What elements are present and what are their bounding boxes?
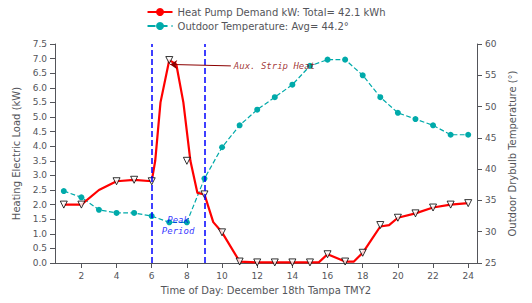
svg-text:24: 24	[462, 271, 474, 281]
svg-text:4.5: 4.5	[33, 127, 47, 137]
svg-text:6: 6	[149, 271, 155, 281]
svg-text:Heat Pump Demand kW: Total= 42: Heat Pump Demand kW: Total= 42.1 kWh	[178, 7, 386, 18]
svg-text:7.5: 7.5	[33, 39, 47, 49]
svg-text:5.5: 5.5	[33, 97, 47, 107]
svg-text:4: 4	[114, 271, 120, 281]
svg-text:60: 60	[485, 39, 497, 49]
svg-text:7.0: 7.0	[33, 54, 48, 64]
svg-text:30: 30	[485, 227, 497, 237]
svg-text:1.0: 1.0	[33, 229, 48, 239]
svg-text:Peak: Peak	[167, 215, 189, 225]
svg-text:4.0: 4.0	[33, 141, 48, 151]
svg-text:Aux. Strip Heat: Aux. Strip Heat	[233, 61, 315, 71]
svg-text:Heating Electric Load (kW): Heating Electric Load (kW)	[11, 87, 22, 220]
svg-text:22: 22	[427, 271, 438, 281]
svg-text:0.5: 0.5	[33, 243, 47, 253]
svg-text:2.0: 2.0	[33, 200, 48, 210]
svg-text:1.5: 1.5	[33, 214, 47, 224]
svg-text:3.0: 3.0	[33, 170, 48, 180]
svg-text:10: 10	[216, 271, 228, 281]
svg-text:Period: Period	[162, 226, 195, 236]
svg-text:16: 16	[322, 271, 334, 281]
svg-text:14: 14	[287, 271, 299, 281]
svg-text:55: 55	[485, 70, 496, 80]
svg-text:Outdoor Temperature: Avg= 44.2: Outdoor Temperature: Avg= 44.2°	[178, 21, 349, 32]
svg-text:Time of Day: December 18th Tam: Time of Day: December 18th Tampa TMY2	[160, 285, 371, 296]
svg-text:50: 50	[485, 102, 497, 112]
svg-text:5.0: 5.0	[33, 112, 48, 122]
svg-text:6.0: 6.0	[33, 83, 48, 93]
svg-text:8: 8	[184, 271, 190, 281]
svg-text:35: 35	[485, 195, 496, 205]
svg-text:25: 25	[485, 258, 496, 268]
svg-text:20: 20	[392, 271, 404, 281]
svg-text:45: 45	[485, 133, 496, 143]
svg-text:2: 2	[79, 271, 85, 281]
svg-text:2.5: 2.5	[33, 185, 47, 195]
svg-text:3.5: 3.5	[33, 156, 47, 166]
svg-text:18: 18	[357, 271, 369, 281]
svg-text:Outdoor Drybulb Temperature (°: Outdoor Drybulb Temperature (°)	[507, 70, 518, 236]
svg-text:0.0: 0.0	[33, 258, 48, 268]
svg-text:40: 40	[485, 164, 497, 174]
svg-text:12: 12	[251, 271, 262, 281]
svg-text:6.5: 6.5	[33, 68, 47, 78]
